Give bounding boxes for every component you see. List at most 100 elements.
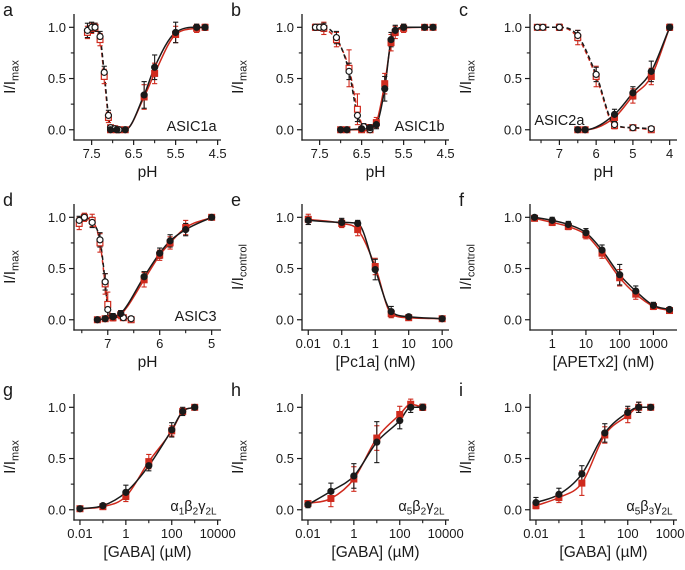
panel-e-chart: 0.01 0.1 1 10 100 0.0 0.5 1.0 [Pc1a] (nM) I/Icont… — [230, 204, 453, 371]
panel-letter: a — [3, 0, 14, 20]
svg-text:1.0: 1.0 — [48, 20, 66, 35]
svg-text:1: 1 — [578, 526, 585, 541]
svg-text:6: 6 — [593, 146, 600, 161]
panel-a: a 7.5 6.5 5.5 4.5 0.0 0.5 1.0 pH I/Imax ASIC1a — [0, 0, 228, 190]
svg-text:7.5: 7.5 — [83, 146, 101, 161]
panel-h-chart: 0.01 1 100 10000 0.0 0.5 1.0 [GABA] (µM) I/Imax α… — [230, 394, 464, 561]
svg-text:[GABA] (µM): [GABA] (µM) — [559, 544, 647, 561]
panel-f-chart: 1 10 100 1000 0.0 0.5 1.0 [APETx2] (nM) I/Icontr… — [458, 204, 677, 371]
svg-text:[GABA] (µM): [GABA] (µM) — [331, 544, 419, 561]
svg-text:1.0: 1.0 — [504, 400, 522, 415]
svg-text:100: 100 — [617, 526, 639, 541]
svg-text:1.0: 1.0 — [276, 20, 294, 35]
panel-h: h 0.01 1 100 10000 0.0 0.5 1.0 [GABA] (µM) I/Ima… — [228, 380, 464, 570]
svg-text:100: 100 — [389, 526, 411, 541]
svg-text:1.0: 1.0 — [504, 210, 522, 225]
svg-text:1.0: 1.0 — [48, 210, 66, 225]
svg-text:6.5: 6.5 — [353, 146, 371, 161]
panel-letter: h — [231, 380, 242, 400]
svg-text:1: 1 — [549, 336, 556, 351]
svg-text:pH: pH — [594, 164, 614, 181]
svg-text:0.0: 0.0 — [276, 312, 294, 327]
svg-text:5: 5 — [208, 336, 215, 351]
svg-text:I/Imax: I/Imax — [458, 440, 478, 474]
panel-c-chart: 7 6 5 4 0.0 0.5 1.0 pH I/Imax ASIC2a — [458, 14, 677, 181]
panel-letter: c — [459, 0, 468, 20]
svg-text:[APETx2] (nM): [APETx2] (nM) — [553, 354, 655, 371]
svg-text:100: 100 — [431, 336, 453, 351]
svg-text:I/Icontrol: I/Icontrol — [230, 244, 250, 290]
svg-text:0.5: 0.5 — [504, 261, 522, 276]
svg-text:7.5: 7.5 — [311, 146, 329, 161]
svg-text:7: 7 — [104, 336, 111, 351]
svg-text:4: 4 — [666, 146, 673, 161]
svg-text:5: 5 — [629, 146, 636, 161]
panel-letter: f — [459, 190, 465, 210]
svg-text:1.0: 1.0 — [276, 400, 294, 415]
svg-text:0.5: 0.5 — [504, 451, 522, 466]
svg-text:7: 7 — [556, 146, 563, 161]
svg-text:1.0: 1.0 — [276, 210, 294, 225]
svg-text:1: 1 — [372, 336, 379, 351]
svg-text:0.5: 0.5 — [504, 71, 522, 86]
panel-c: c 7 6 5 4 0.0 0.5 1.0 pH I/Imax ASIC2a — [456, 0, 685, 190]
svg-text:pH: pH — [366, 164, 386, 181]
panel-b-chart: 7.5 6.5 5.5 4.5 0.0 0.5 1.0 pH I/Imax ASIC1b — [230, 14, 455, 181]
svg-text:5.5: 5.5 — [167, 146, 185, 161]
panel-g-chart: 0.01 1 100 10000 0.0 0.5 1.0 [GABA] (µM) I/Imax α… — [2, 394, 236, 561]
svg-text:0.01: 0.01 — [296, 336, 321, 351]
svg-text:pH: pH — [138, 354, 158, 371]
svg-text:0.5: 0.5 — [276, 261, 294, 276]
svg-text:1: 1 — [350, 526, 357, 541]
panel-letter: b — [231, 0, 242, 20]
svg-text:α5β2γ2L: α5β2γ2L — [398, 499, 445, 518]
svg-text:10000: 10000 — [428, 526, 464, 541]
svg-text:ASIC1a: ASIC1a — [167, 119, 218, 135]
svg-text:1.0: 1.0 — [504, 20, 522, 35]
svg-text:1: 1 — [122, 526, 129, 541]
panel-letter: i — [459, 380, 463, 400]
panel-f: f 1 10 100 1000 0.0 0.5 1.0 [APETx2] (nM) I/Icon… — [456, 190, 685, 380]
panel-e: e 0.01 0.1 1 10 100 0.0 0.5 1.0 [Pc1a] (nM) I/Ico… — [228, 190, 456, 380]
svg-text:0.5: 0.5 — [48, 451, 66, 466]
panel-i-chart: 0.01 1 100 10000 0.0 0.5 1.0 [GABA] (µM) I/Imax α… — [458, 394, 685, 561]
svg-text:4.5: 4.5 — [437, 146, 455, 161]
svg-text:α1β2γ2L: α1β2γ2L — [170, 499, 217, 518]
panel-d-chart: 7 6 5 0.0 0.5 1.0 pH I/Imax ASIC3 — [2, 204, 221, 371]
svg-text:0.5: 0.5 — [48, 261, 66, 276]
svg-text:0.0: 0.0 — [504, 312, 522, 327]
svg-text:I/Imax: I/Imax — [458, 60, 478, 94]
svg-text:0.0: 0.0 — [276, 502, 294, 517]
svg-text:10: 10 — [579, 336, 593, 351]
panel-letter: g — [3, 380, 14, 400]
svg-text:6: 6 — [156, 336, 163, 351]
svg-text:1000: 1000 — [639, 336, 668, 351]
svg-text:0.5: 0.5 — [48, 71, 66, 86]
svg-text:pH: pH — [138, 164, 158, 181]
svg-text:I/Icontrol: I/Icontrol — [458, 244, 478, 290]
svg-text:0.0: 0.0 — [504, 122, 522, 137]
svg-text:5.5: 5.5 — [395, 146, 413, 161]
svg-text:0.0: 0.0 — [48, 312, 66, 327]
svg-text:10: 10 — [401, 336, 415, 351]
svg-text:0.0: 0.0 — [504, 502, 522, 517]
svg-text:0.0: 0.0 — [48, 502, 66, 517]
svg-text:[Pc1a] (nM): [Pc1a] (nM) — [335, 354, 415, 371]
panel-g: g 0.01 1 100 10000 0.0 0.5 1.0 [GABA] (µM) I/Ima… — [0, 380, 236, 570]
panel-b: b 7.5 6.5 5.5 4.5 0.0 0.5 1.0 pH I/Imax ASIC1b — [228, 0, 456, 190]
svg-text:0.0: 0.0 — [276, 122, 294, 137]
svg-text:6.5: 6.5 — [125, 146, 143, 161]
svg-text:[GABA] (µM): [GABA] (µM) — [103, 544, 191, 561]
svg-text:1.0: 1.0 — [48, 400, 66, 415]
panel-i: i 0.01 1 100 10000 0.0 0.5 1.0 [GABA] (µM) I/Ima… — [456, 380, 685, 570]
svg-text:α5β3γ2L: α5β3γ2L — [626, 499, 673, 518]
svg-text:I/Imax: I/Imax — [2, 60, 22, 94]
svg-text:ASIC3: ASIC3 — [175, 309, 217, 325]
svg-text:I/Imax: I/Imax — [2, 250, 22, 284]
svg-text:0.5: 0.5 — [276, 451, 294, 466]
svg-text:0.01: 0.01 — [523, 526, 548, 541]
svg-text:I/Imax: I/Imax — [230, 440, 250, 474]
panel-d: d 7 6 5 0.0 0.5 1.0 pH I/Imax ASIC3 — [0, 190, 228, 380]
svg-text:ASIC1b: ASIC1b — [395, 119, 445, 135]
